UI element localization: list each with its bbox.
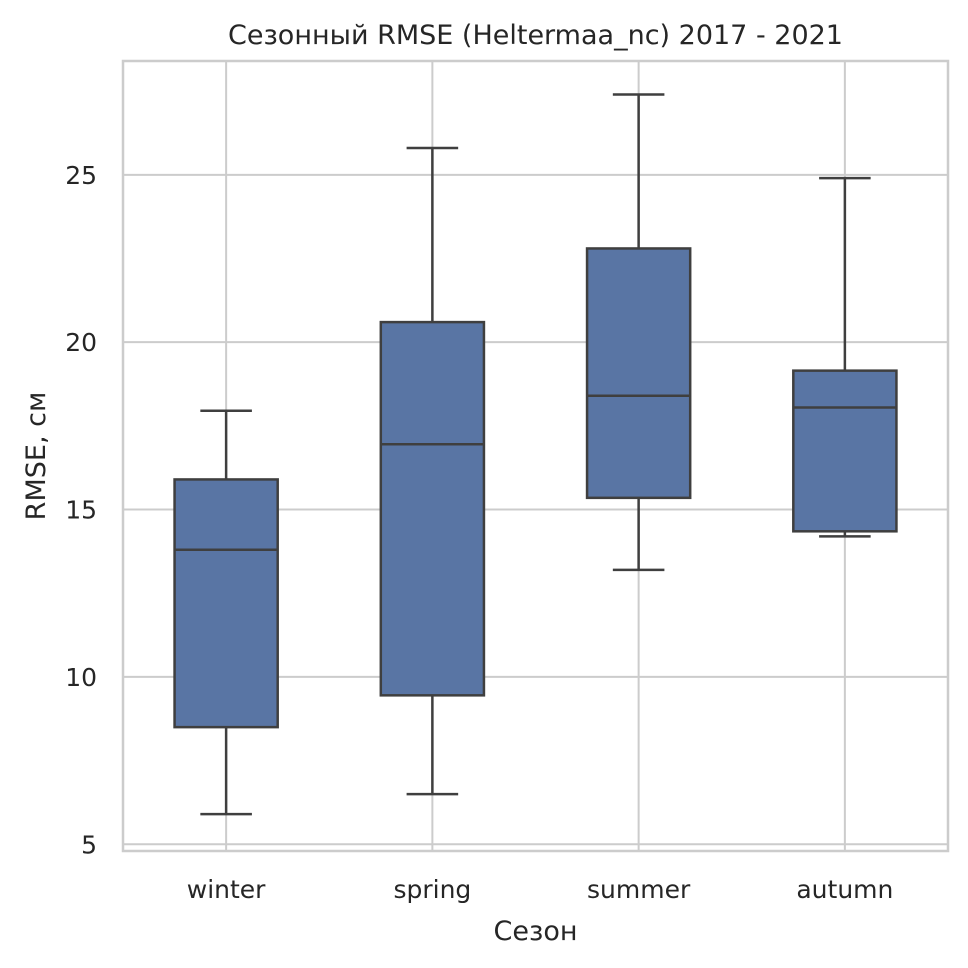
x-tick-label: spring <box>393 875 471 904</box>
y-tick-label: 15 <box>65 496 97 525</box>
y-tick-label: 10 <box>65 663 97 692</box>
iqr-box <box>379 320 486 697</box>
y-tick-labels: 5 10 15 20 25 <box>65 161 97 859</box>
x-tick-label: autumn <box>796 875 893 904</box>
y-tick-label: 25 <box>65 161 97 190</box>
plot-frame <box>121 59 950 853</box>
x-tick-labels: winter spring summer autumn <box>187 875 894 904</box>
box-winter <box>173 409 279 816</box>
boxes <box>173 93 898 816</box>
y-tick-label: 20 <box>65 328 97 357</box>
iqr-box <box>792 369 898 533</box>
x-tick-label: winter <box>187 875 266 904</box>
x-tick-label: summer <box>587 875 691 904</box>
box-autumn <box>792 176 898 538</box>
box-summer <box>585 93 692 572</box>
chart-title: Сезонный RMSE (Heltermaa_nc) 2017 - 2021 <box>228 20 843 51</box>
y-axis-label: RMSE, см <box>21 392 52 521</box>
box-spring <box>379 146 486 796</box>
x-axis-label: Сезон <box>494 916 578 947</box>
iqr-box <box>585 247 692 500</box>
iqr-box <box>173 478 279 729</box>
y-tick-label: 5 <box>81 830 97 859</box>
